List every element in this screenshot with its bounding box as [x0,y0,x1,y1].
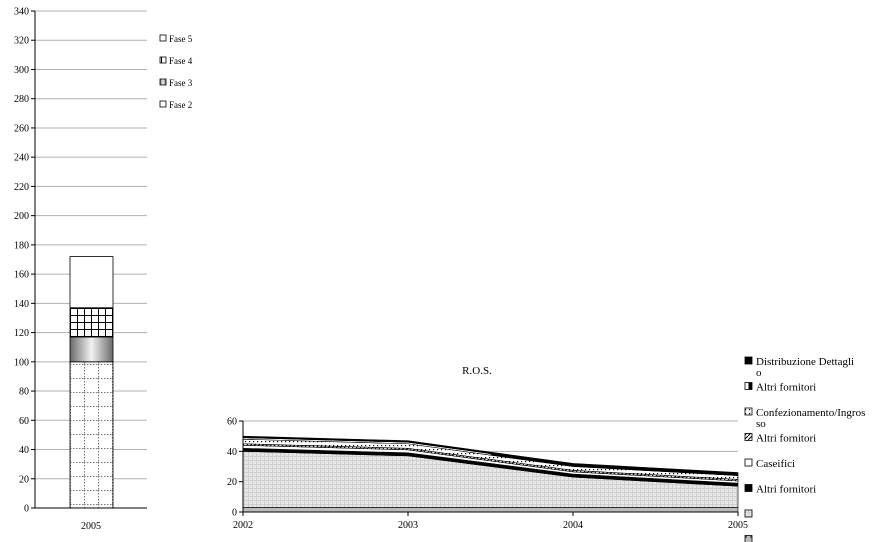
bar-y-tick-label: 240 [14,153,29,164]
area-legend-swatch [744,356,753,365]
area-chart: R.O.S. 0 20 40 60 2002 2003 2004 2005 Distribu… [227,356,865,542]
area-legend-label: Altri fornitori [756,433,816,445]
area-legend-label: Distribuzione Dettagli [756,356,854,368]
bar-y-tick-label: 180 [14,240,29,251]
bar-y-tick-label: 200 [14,211,29,222]
bar-y-tick-label: 40 [19,445,29,456]
bar-chart-segments [69,256,114,509]
bar-legend-label: Fase 4 [169,56,193,66]
area-chart-layers [242,435,739,513]
bar-y-tick-label: 140 [14,299,29,310]
area-x-tick-label: 2002 [233,520,253,531]
area-legend-label: Altri fornitori [756,484,816,496]
bar-segment-fase-5 [69,256,114,309]
bar-legend-label: Fase 2 [169,100,192,110]
bar-legend-label: Fase 3 [169,78,193,88]
area-legend-swatch [744,382,753,390]
bar-y-tick-label: 340 [14,7,29,18]
bar-legend-swatch [159,34,167,42]
bar-y-tick-label: 160 [14,270,29,281]
area-y-tick-label: 60 [227,417,237,428]
area-y-tick-label: 20 [227,477,237,488]
area-chart-x-ticks: 2002 2003 2004 2005 [233,512,748,531]
area-y-tick-label: 0 [232,508,237,519]
bar-legend-swatch [159,78,167,86]
bar-y-tick-label: 20 [19,474,29,485]
area-legend-label: Altri fornitori [756,382,816,394]
area-x-tick-label: 2005 [728,520,748,531]
area-legend-swatch [744,509,753,518]
area-x-tick-label: 2004 [563,520,583,531]
area-legend-swatch [744,484,753,492]
area-legend-swatch [744,535,753,542]
bar-chart-y-ticks: 0 20 40 60 80 100 120 140 160 180 200 220 240 260 280 3… [14,7,35,515]
bar-y-tick-label: 260 [14,123,29,134]
bar-y-tick-label: 120 [14,328,29,339]
bar-segment-fase-4 [69,307,114,338]
bar-segment-fase-2 [69,361,114,509]
bar-y-tick-label: 0 [24,504,29,515]
bar-legend-swatch [159,56,167,64]
area-layer-7 [242,435,739,475]
area-y-tick-label: 40 [227,447,237,458]
area-legend-swatch [744,458,753,467]
bar-legend-swatch [159,100,167,108]
bar-y-tick-label: 60 [19,416,29,427]
bar-chart-category-label: 2005 [81,521,101,532]
bar-y-tick-label: 220 [14,182,29,193]
bar-y-tick-label: 80 [19,387,29,398]
area-legend-label-wrap: so [756,418,766,430]
area-layer-0 [242,507,739,513]
area-x-tick-label: 2003 [398,520,418,531]
bar-chart-legend: Fase 5 Fase 4 Fase 3 Fase 2 [159,34,193,110]
bar-y-tick-label: 320 [14,36,29,47]
bar-y-tick-label: 280 [14,94,29,105]
bar-y-tick-label: 300 [14,65,29,76]
bar-legend-label: Fase 5 [169,34,193,44]
area-legend-label: Confezionamento/Ingros [756,407,865,419]
bar-y-tick-label: 100 [14,357,29,368]
bar-segment-fase-3 [69,336,114,363]
area-chart-y-ticks: 0 20 40 60 [227,417,243,519]
area-legend-label-wrap: o [756,367,762,379]
area-legend-label: Caseifici [756,458,795,470]
area-chart-title: R.O.S. [462,365,492,377]
area-legend-swatch [744,407,753,416]
area-legend-swatch [744,433,753,441]
bar-chart: 0 20 40 60 80 100 120 140 160 180 200 220 240 260 280 3… [14,7,193,533]
